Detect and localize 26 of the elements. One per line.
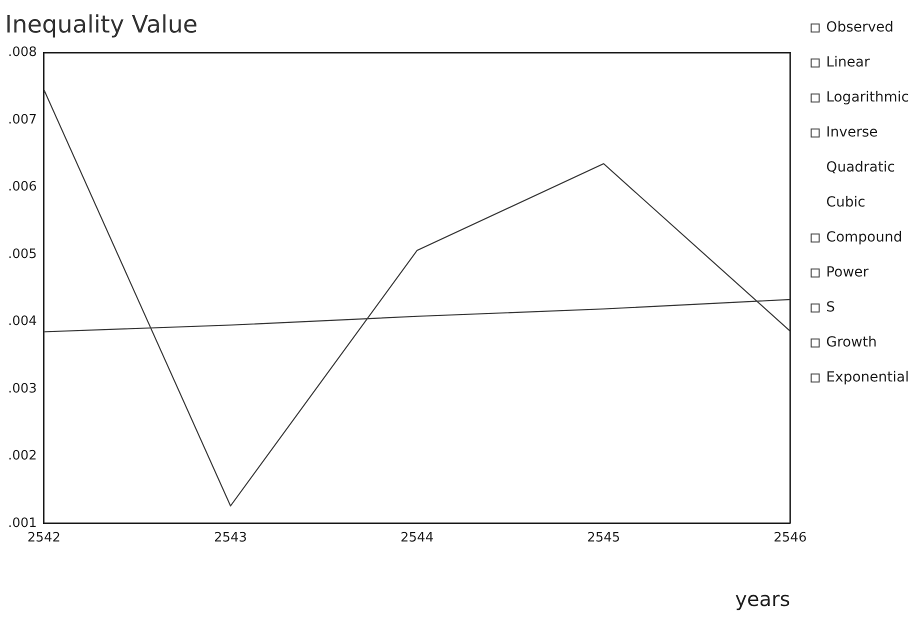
y-tick-label: .007: [8, 112, 37, 128]
x-tick-label: 2544: [400, 530, 434, 546]
legend-label: Logarithmic: [826, 90, 910, 106]
y-tick-label: .003: [8, 381, 37, 396]
x-tick-label: 2545: [587, 530, 620, 546]
x-tick-label: 2546: [774, 530, 807, 546]
x-tick-label: 2543: [214, 530, 248, 546]
y-tick-label: .004: [8, 314, 37, 330]
legend-label: Linear: [826, 54, 870, 71]
y-tick-label: .005: [8, 246, 37, 262]
y-tick-label: .008: [8, 45, 37, 60]
y-tick-label: .002: [8, 448, 37, 464]
x-axis-title: years: [735, 587, 790, 612]
legend-label: S: [826, 300, 836, 316]
legend-label: Power: [826, 264, 869, 281]
legend-label: Compound: [826, 230, 902, 246]
x-tick-label: 2542: [27, 530, 60, 546]
legend-label: Exponential: [826, 370, 909, 386]
legend-label: Observed: [826, 20, 894, 36]
y-tick-label: .006: [8, 180, 37, 195]
text: Quadratic: [826, 160, 895, 176]
chart-title: Inequality Value: [5, 10, 198, 39]
y-tick-label: .001: [8, 516, 37, 531]
text: Cubic: [826, 194, 866, 211]
legend-label: Growth: [826, 334, 877, 351]
legend-label: Inverse: [826, 124, 878, 141]
